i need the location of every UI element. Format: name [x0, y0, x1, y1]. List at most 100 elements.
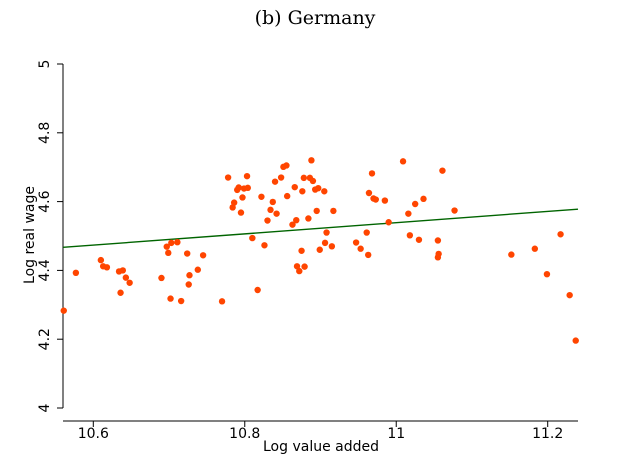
data-point — [399, 158, 407, 165]
data-point — [434, 237, 442, 244]
y-tick-label: 4.2 — [37, 328, 53, 350]
data-point — [249, 234, 256, 242]
data-point — [368, 170, 376, 177]
data-point — [323, 229, 330, 236]
data-point — [167, 295, 174, 302]
data-point — [122, 274, 130, 281]
data-point — [158, 274, 165, 282]
data-point — [301, 263, 308, 270]
data-point — [239, 194, 246, 201]
data-point — [365, 189, 373, 197]
x-axis-ticks: 10.6 10.8 11 11.2 — [78, 421, 563, 442]
data-point — [328, 243, 336, 250]
data-point — [299, 188, 306, 195]
data-point — [269, 198, 276, 206]
data-point — [289, 221, 296, 228]
data-point — [385, 219, 392, 226]
data-point — [363, 229, 370, 236]
fit-line — [62, 208, 579, 249]
data-point — [405, 210, 412, 217]
data-point — [168, 239, 175, 247]
data-point — [298, 247, 305, 254]
data-point — [244, 184, 251, 192]
data-point — [273, 210, 280, 217]
data-point — [254, 286, 261, 294]
data-point — [230, 199, 238, 206]
y-tick-label: 4.6 — [37, 190, 53, 212]
data-point — [163, 243, 170, 250]
data-point — [72, 269, 80, 277]
data-point — [271, 178, 279, 185]
data-point — [296, 267, 303, 275]
data-point — [184, 250, 191, 257]
data-point — [439, 167, 446, 174]
data-point — [126, 279, 133, 286]
data-point — [60, 307, 67, 314]
data-point — [321, 188, 328, 195]
data-point — [174, 238, 181, 246]
data-point — [243, 172, 251, 180]
data-point — [321, 239, 329, 247]
data-point — [97, 256, 105, 264]
data-point — [291, 183, 298, 191]
data-point — [237, 209, 245, 216]
data-point — [557, 231, 564, 238]
data-point — [315, 184, 322, 192]
data-point — [508, 251, 515, 258]
data-point — [381, 197, 389, 204]
data-point — [218, 298, 226, 305]
data-point — [300, 174, 308, 182]
data-point — [119, 267, 127, 274]
data-point — [186, 272, 193, 279]
data-point — [283, 192, 291, 200]
data-point — [194, 266, 202, 273]
data-point — [185, 281, 192, 288]
y-tick-label: 4.4 — [37, 259, 53, 281]
data-point — [165, 249, 172, 257]
data-point — [420, 195, 427, 203]
data-point — [293, 216, 300, 224]
data-point — [316, 246, 323, 253]
data-point — [229, 204, 236, 211]
x-tick-label: 11 — [387, 426, 405, 442]
data-point — [566, 291, 573, 299]
chart-title: (b) Germany — [255, 7, 376, 29]
data-point — [531, 245, 539, 252]
data-point — [117, 289, 124, 296]
y-tick-label: 5 — [37, 60, 53, 69]
y-axis-label: Log real wage — [22, 186, 38, 284]
data-point — [293, 263, 301, 270]
data-point — [434, 254, 442, 261]
axes — [62, 64, 578, 422]
data-points — [60, 157, 579, 344]
data-point — [283, 162, 290, 169]
data-point — [258, 193, 265, 200]
data-point — [313, 207, 320, 215]
data-point — [415, 236, 423, 243]
data-point — [199, 252, 207, 259]
y-axis-ticks: 4 4.2 4.4 4.6 4.8 5 — [37, 60, 63, 412]
data-point — [330, 207, 337, 215]
data-point — [352, 239, 360, 246]
data-point — [103, 264, 111, 271]
data-point — [411, 200, 419, 208]
data-point — [308, 157, 315, 164]
x-tick-label: 11.2 — [532, 426, 563, 442]
data-point — [543, 270, 551, 278]
data-point — [309, 177, 317, 185]
data-point — [177, 297, 185, 305]
x-axis-label: Log value added — [263, 439, 379, 455]
x-tick-label: 10.6 — [78, 426, 109, 442]
data-point — [261, 242, 268, 249]
data-point — [406, 232, 414, 239]
data-point — [264, 217, 271, 224]
data-point — [451, 207, 458, 214]
y-tick-label: 4.8 — [37, 122, 53, 144]
data-point — [572, 337, 579, 344]
data-point — [365, 251, 372, 259]
y-tick-label: 4 — [37, 403, 53, 412]
x-tick-label: 10.8 — [229, 426, 260, 442]
data-point — [305, 215, 312, 222]
data-point — [267, 206, 274, 214]
data-point — [277, 174, 285, 181]
